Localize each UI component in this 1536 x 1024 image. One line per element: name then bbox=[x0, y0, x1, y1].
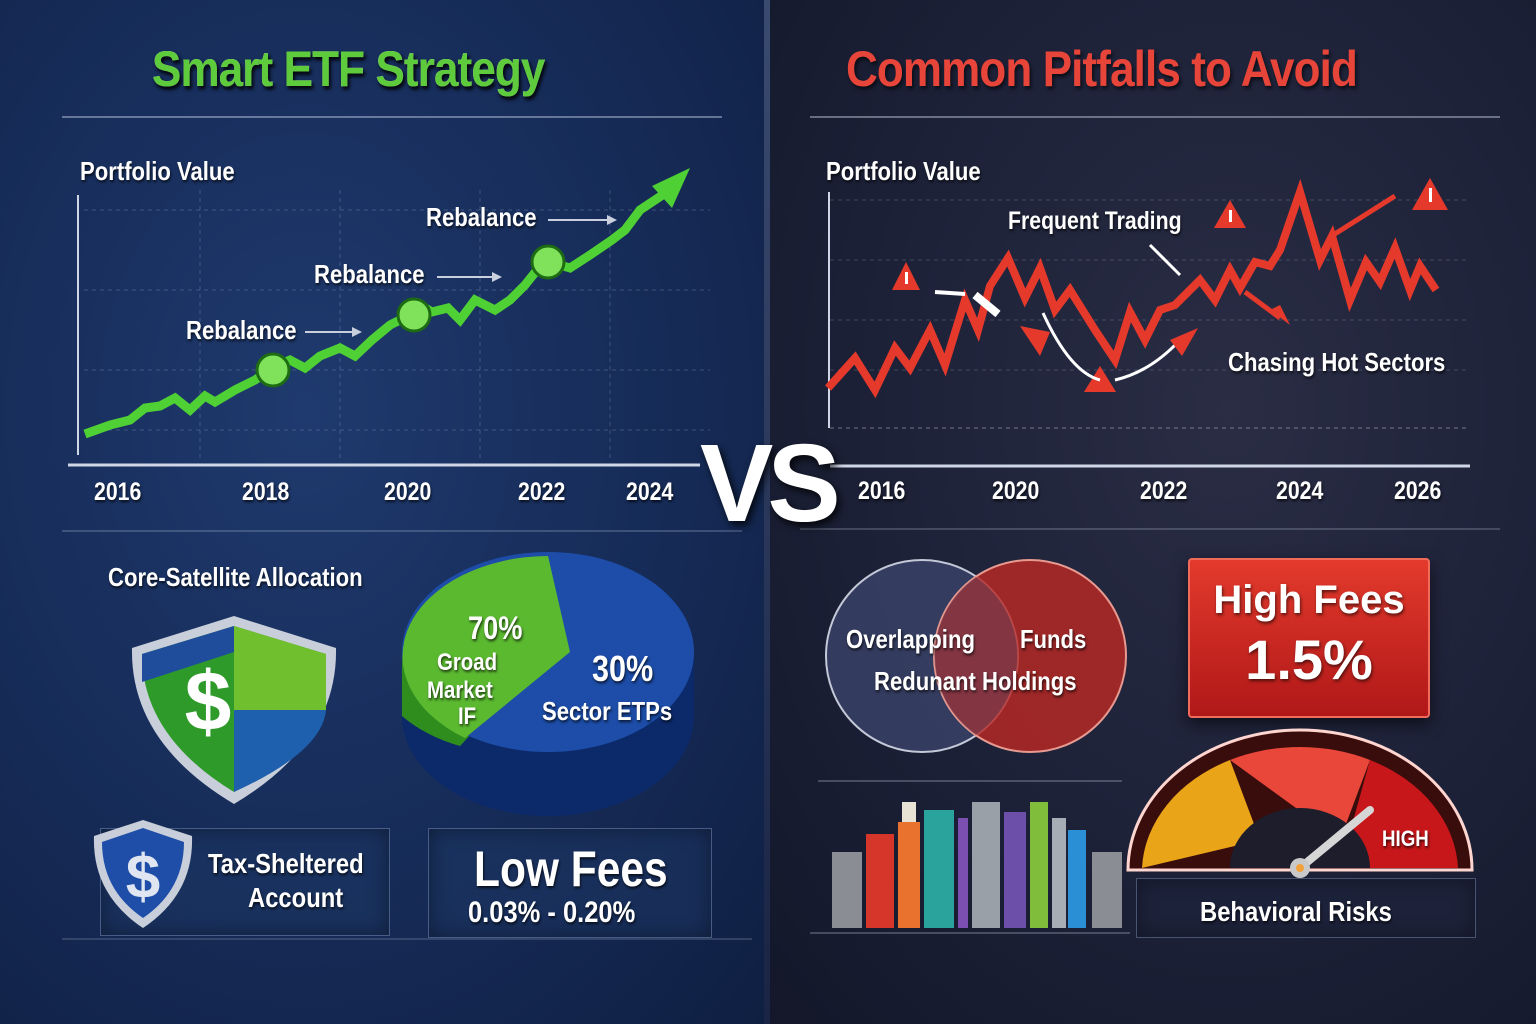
overlap-venn-icon bbox=[825, 559, 1127, 753]
tax-label-line1: Tax-Sheltered bbox=[208, 848, 364, 879]
high-fees-card: High Fees 1.5% bbox=[1188, 558, 1430, 718]
frequent-trading-annotation: Frequent Trading bbox=[1008, 207, 1182, 235]
center-divider bbox=[764, 0, 770, 1024]
r-x-tick-2020: 2020 bbox=[992, 477, 1040, 505]
extra-bar-icon bbox=[1092, 852, 1122, 928]
title-divider bbox=[62, 116, 722, 118]
gauge-high-label: HIGH bbox=[1382, 826, 1429, 851]
r-x-tick-2022: 2022 bbox=[1140, 477, 1188, 505]
svg-text:$: $ bbox=[126, 843, 160, 912]
x-tick-2016: 2016 bbox=[94, 478, 142, 506]
chasing-sectors-annotation: Chasing Hot Sectors bbox=[1228, 347, 1446, 377]
smart-strategy-panel: Smart ETF Strategy Smart ETF Strategy Po… bbox=[0, 0, 766, 1024]
core-label-3: IF bbox=[458, 703, 477, 730]
high-fees-value: 1.5% bbox=[1245, 628, 1373, 691]
core-label-2: Market bbox=[427, 677, 493, 704]
section-divider bbox=[62, 530, 742, 532]
bars-baseline-top bbox=[818, 780, 1122, 782]
behavioral-risk-gauge-icon bbox=[1126, 728, 1474, 878]
volatile-line-chart bbox=[825, 178, 1470, 468]
left-chart-ylabel: Portfolio Value bbox=[80, 156, 235, 186]
allocation-pie-chart bbox=[402, 552, 694, 816]
overlap-line2: Redunant Holdings bbox=[874, 666, 1077, 696]
satellite-label: Sector ETPs bbox=[542, 696, 673, 726]
low-fees-range: 0.03% - 0.20% bbox=[468, 896, 636, 929]
overlap-line1a: Overlapping bbox=[846, 624, 975, 654]
r-x-tick-2026: 2026 bbox=[1394, 477, 1442, 505]
bottom-divider bbox=[62, 938, 752, 940]
x-tick-2020: 2020 bbox=[384, 478, 432, 506]
bars-baseline bbox=[810, 932, 1130, 934]
growth-line-chart bbox=[68, 168, 710, 467]
shield-dollar-icon: $ bbox=[131, 616, 337, 804]
rebalance-annotation-1: Rebalance bbox=[186, 315, 297, 345]
low-fees-card bbox=[428, 828, 712, 938]
core-label-1: Groad bbox=[437, 649, 498, 676]
tax-label-line2: Account bbox=[248, 882, 344, 913]
satellite-pct: 30% bbox=[592, 648, 654, 689]
redundant-holdings-bars-icon bbox=[832, 802, 1086, 928]
svg-text:$: $ bbox=[185, 654, 232, 748]
vs-label: VS bbox=[700, 422, 841, 545]
x-tick-2024: 2024 bbox=[626, 478, 674, 506]
pitfalls-title: Common Pitfalls to Avoid bbox=[846, 41, 1358, 97]
section-divider-right bbox=[800, 528, 1500, 530]
behavioral-risks-card bbox=[1136, 878, 1476, 938]
smart-strategy-title: Smart ETF Strategy bbox=[152, 41, 545, 97]
r-x-tick-2016: 2016 bbox=[858, 477, 906, 505]
rebalance-annotation-3: Rebalance bbox=[426, 202, 537, 232]
behavioral-risks-caption: Behavioral Risks bbox=[1200, 896, 1392, 927]
overlap-line1b: Funds bbox=[1020, 624, 1087, 654]
rebalance-annotation-2: Rebalance bbox=[314, 259, 425, 289]
pitfalls-panel: Common Pitfalls to Avoid Portfolio Value… bbox=[770, 0, 1536, 1024]
right-chart-ylabel: Portfolio Value bbox=[826, 156, 981, 186]
core-pct: 70% bbox=[468, 610, 523, 646]
x-tick-2022: 2022 bbox=[518, 478, 566, 506]
shield-dollar-small-icon: $ bbox=[93, 820, 193, 928]
allocation-heading: Core-Satellite Allocation bbox=[108, 562, 363, 592]
r-x-tick-2024: 2024 bbox=[1276, 477, 1324, 505]
smart-strategy-title-colored: Smart ETF Strategy bbox=[152, 41, 545, 97]
low-fees-title: Low Fees bbox=[474, 841, 668, 897]
x-tick-2018: 2018 bbox=[242, 478, 290, 506]
high-fees-title: High Fees bbox=[1213, 578, 1405, 622]
title-divider-right bbox=[810, 116, 1500, 118]
